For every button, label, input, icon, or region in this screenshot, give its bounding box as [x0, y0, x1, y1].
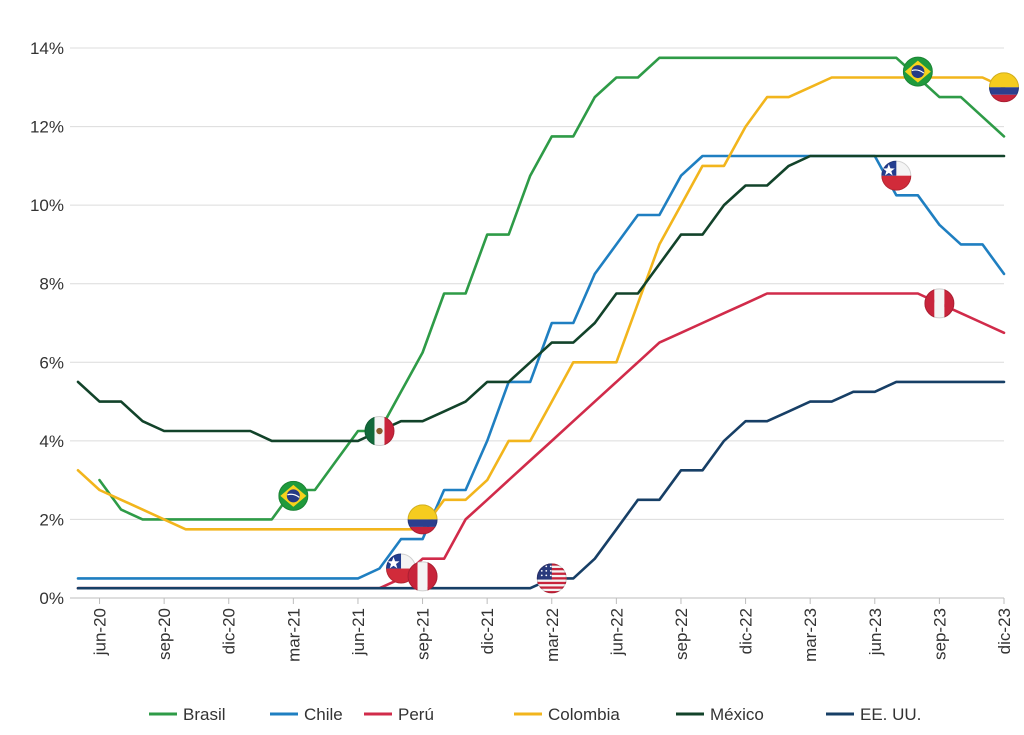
colombia-flag-icon [989, 72, 1019, 103]
legend-label: Perú [398, 705, 434, 724]
chile-flag-icon [881, 160, 912, 191]
x-tick-label: dic-20 [220, 608, 239, 654]
y-tick-label: 2% [39, 510, 64, 529]
x-tick-label: sep-22 [672, 608, 691, 660]
x-axis: jun-20 sep-20 dic-20 mar-21 jun-21 sep-21 dic-… [91, 598, 1014, 662]
x-tick-label: jun-22 [607, 608, 626, 656]
legend-label: Brasil [183, 705, 226, 724]
y-tick-label: 6% [39, 353, 64, 372]
x-tick-label: jun-20 [91, 608, 110, 656]
y-tick-label: 8% [39, 275, 64, 294]
legend-item-peru: Perú [364, 705, 434, 724]
series-line-colombia [76, 76, 1006, 531]
usa-flag-icon [536, 563, 567, 594]
colombia-flag-icon [407, 504, 438, 535]
legend-item-colombia: Colombia [514, 705, 620, 724]
legend-item-chile: Chile [270, 705, 343, 724]
y-tick-label: 4% [39, 432, 64, 451]
legend-item-brasil: Brasil [149, 705, 226, 724]
x-tick-label: jun-21 [349, 608, 368, 656]
y-tick-label: 12% [30, 118, 64, 137]
legend-label: EE. UU. [860, 705, 921, 724]
y-tick-label: 14% [30, 39, 64, 58]
legend-label: Chile [304, 705, 343, 724]
y-tick-label: 10% [30, 196, 64, 215]
peru-flag-icon [407, 561, 438, 592]
legend: Brasil Chile Perú Colombia México EE. UU. [149, 705, 921, 724]
peru-flag-icon [924, 288, 955, 319]
series-line-ee-uu [76, 380, 1006, 590]
x-tick-label: mar-22 [543, 608, 562, 662]
x-tick-label: sep-23 [930, 608, 949, 660]
x-tick-label: mar-23 [801, 608, 820, 662]
x-tick-label: jun-23 [866, 608, 885, 656]
y-tick-label: 0% [39, 589, 64, 608]
x-tick-label: dic-22 [737, 608, 756, 654]
flag-markers [278, 56, 1019, 594]
y-axis-ticks: 0% 2% 4% 6% 8% 10% 12% 14% [30, 39, 64, 608]
x-tick-label: dic-21 [478, 608, 497, 654]
legend-label: Colombia [548, 705, 620, 724]
x-tick-label: sep-20 [155, 608, 174, 660]
series-line-chile [76, 154, 1006, 580]
legend-item-ee-uu: EE. UU. [826, 705, 921, 724]
legend-item-mexico: México [676, 705, 764, 724]
series-lines [76, 56, 1006, 590]
x-tick-label: dic-23 [995, 608, 1014, 654]
series-line-mexico [76, 154, 1006, 443]
x-tick-label: mar-21 [284, 608, 303, 662]
legend-label: México [710, 705, 764, 724]
series-line-brasil [98, 56, 1006, 521]
brazil-flag-icon [902, 56, 933, 87]
brazil-flag-icon [278, 480, 309, 511]
mexico-flag-icon [364, 416, 395, 447]
x-tick-label: sep-21 [414, 608, 433, 660]
grid-lines [70, 47, 1004, 599]
